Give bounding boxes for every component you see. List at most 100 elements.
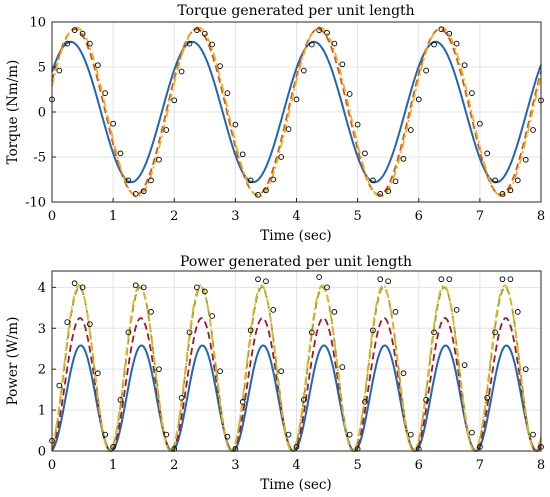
- torque-marker: [514, 177, 521, 184]
- power-marker: [263, 278, 269, 285]
- power-marker: [300, 397, 307, 403]
- power-marker: [224, 433, 231, 440]
- torque-y-label: Torque (Nm/m): [5, 60, 21, 165]
- power-marker: [431, 329, 437, 336]
- power-plot-frame: [51, 270, 542, 452]
- torque-marker: [308, 41, 315, 48]
- torque-chart: Torque generated per unit length 0 1 2 3 4 5 6…: [5, 3, 545, 244]
- torque-marker: [117, 150, 124, 157]
- torque-marker: [194, 27, 200, 33]
- power-marker: [140, 284, 147, 291]
- power-grid: [51, 271, 542, 452]
- torque-marker: [94, 62, 101, 69]
- power-marker: [346, 431, 353, 438]
- torque-x-tick-label: 6: [415, 209, 423, 224]
- torque-marker: [56, 67, 63, 74]
- torque-marker: [255, 191, 261, 198]
- torque-marker: [186, 40, 193, 47]
- power-marker: [339, 364, 346, 370]
- power-marker: [94, 370, 101, 377]
- torque-marker: [270, 176, 277, 183]
- power-marker: [163, 431, 170, 438]
- power-x-label: Time (sec): [260, 477, 331, 493]
- torque-marker: [385, 188, 392, 195]
- power-marker: [178, 394, 185, 401]
- torque-marker: [492, 177, 499, 184]
- power-x-tick-label: 4: [292, 458, 300, 473]
- power-marker: [316, 274, 322, 280]
- power-marker: [438, 276, 445, 283]
- torque-y-tick-label: 0: [38, 106, 46, 121]
- torque-marker: [278, 154, 285, 160]
- power-marker: [530, 431, 536, 438]
- torque-y-tick-label: 5: [38, 61, 46, 76]
- power-series: [49, 274, 544, 453]
- torque-x-tick-label: 7: [476, 209, 484, 224]
- torque-chart-title: Torque generated per unit length: [177, 3, 414, 19]
- power-marker: [201, 288, 208, 295]
- torque-marker: [484, 150, 491, 157]
- power-y-tick-label: 4: [38, 281, 46, 296]
- torque-marker: [423, 67, 429, 74]
- torque-marker: [140, 188, 147, 195]
- torque-marker: [346, 91, 353, 97]
- power-marker: [209, 313, 215, 319]
- torque-marker: [407, 127, 414, 133]
- torque-marker: [392, 178, 399, 185]
- torque-marker: [132, 191, 139, 197]
- torque-marker: [263, 187, 269, 194]
- power-marker: [79, 284, 86, 291]
- power-marker: [186, 329, 193, 336]
- power-marker: [64, 319, 71, 325]
- power-marker: [324, 284, 330, 291]
- power-marker: [370, 327, 376, 334]
- torque-marker: [370, 177, 376, 184]
- torque-y-tick-label: -5: [33, 151, 46, 166]
- power-x-tick-label: 1: [109, 458, 117, 473]
- power-marker: [514, 309, 521, 315]
- torque-marker: [102, 90, 109, 96]
- power-marker: [423, 397, 429, 403]
- power-x-tick-label: 0: [48, 458, 56, 473]
- power-marker: [377, 276, 384, 283]
- torque-marker: [453, 40, 460, 47]
- torque-marker: [64, 40, 71, 47]
- power-series-line-1: [51, 317, 542, 452]
- torque-y-tick-label: 10: [29, 16, 46, 31]
- torque-marker: [339, 61, 346, 68]
- power-marker: [217, 368, 223, 375]
- torque-marker: [400, 155, 407, 162]
- torque-plot-frame: [51, 21, 542, 203]
- torque-series-line-0: [51, 40, 542, 184]
- power-marker: [239, 399, 246, 405]
- power-x-tick-label: 7: [476, 458, 484, 473]
- power-marker: [331, 309, 338, 315]
- torque-marker: [431, 41, 437, 48]
- torque-marker: [232, 121, 239, 128]
- torque-marker: [461, 62, 468, 69]
- power-marker: [117, 397, 124, 403]
- power-ticks: 0 1 2 3 4 5 6 7 8 0 1 2 3 4: [38, 281, 545, 473]
- power-marker: [285, 431, 292, 438]
- power-x-tick-label: 6: [415, 458, 423, 473]
- torque-marker: [163, 127, 170, 133]
- power-marker: [362, 399, 368, 405]
- torque-marker: [377, 191, 384, 197]
- torque-marker: [285, 126, 292, 132]
- torque-marker: [324, 29, 330, 36]
- power-marker: [194, 284, 200, 291]
- power-marker: [156, 366, 162, 373]
- torque-marker: [178, 68, 185, 75]
- power-chart-title: Power generated per unit length: [180, 254, 412, 270]
- power-marker: [71, 280, 78, 287]
- torque-marker: [201, 30, 208, 37]
- power-marker: [522, 366, 529, 373]
- power-y-label: Power (W/m): [5, 317, 21, 406]
- torque-x-tick-label: 0: [48, 209, 56, 224]
- power-marker: [270, 307, 277, 313]
- torque-marker: [156, 156, 162, 163]
- torque-x-tick-label: 5: [353, 209, 361, 224]
- torque-marker: [209, 41, 215, 48]
- power-marker: [446, 276, 453, 283]
